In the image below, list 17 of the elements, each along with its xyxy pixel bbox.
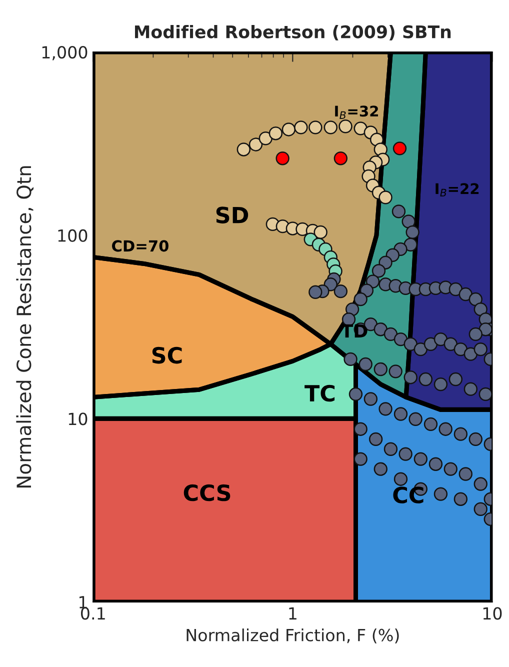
annotation: CC <box>393 486 424 504</box>
chart-title: Modified Robertson (2009) SBTn <box>135 24 451 40</box>
x-tick-label: 1 <box>289 607 296 620</box>
annotation: CD=70 <box>112 240 168 252</box>
y-tick-label: 1,000 <box>42 46 88 60</box>
annotation: SD <box>216 206 248 224</box>
x-tick-label: 0.1 <box>80 607 105 620</box>
y-axis-title: Normalized Cone Resistance, Qtn <box>16 166 34 488</box>
x-axis-title: Normalized Friction, F (%) <box>186 628 399 644</box>
annotation: I$_{B}$=32 <box>335 106 378 119</box>
annotation: I$_{B}$=22 <box>436 183 479 196</box>
x-tick-label: 10 <box>483 607 502 620</box>
y-tick-label: 10 <box>68 412 88 426</box>
annotation: TC <box>304 384 335 402</box>
annotation: SC <box>152 346 182 364</box>
annotation: CCS <box>184 484 230 502</box>
y-tick-label: 100 <box>58 229 88 242</box>
